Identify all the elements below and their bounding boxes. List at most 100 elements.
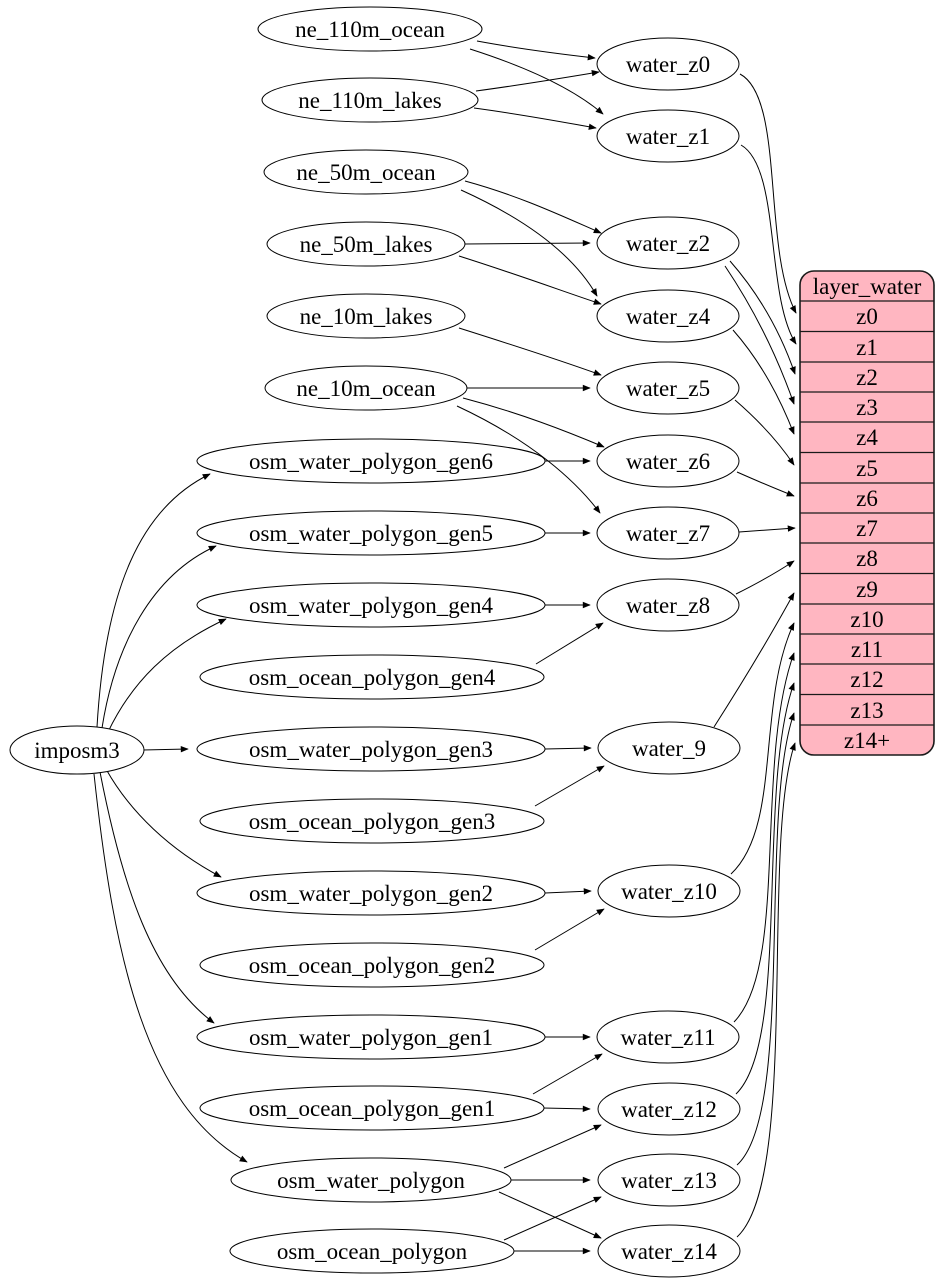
edge-imposm3-osm_water_polygon_gen2 <box>105 768 222 878</box>
node-label: water_z5 <box>626 376 710 401</box>
node-label: osm_ocean_polygon_gen4 <box>249 665 496 690</box>
node-water_z0: water_z0 <box>596 37 740 91</box>
node-ellipse <box>596 109 740 163</box>
node-ellipse <box>266 293 466 339</box>
edge-ne_110m_lakes-water_z0 <box>475 69 600 92</box>
node-label: water_z11 <box>621 1025 716 1050</box>
node-label: water_z10 <box>621 879 717 904</box>
node-ellipse <box>596 506 740 560</box>
node-label: ne_50m_lakes <box>300 232 433 257</box>
node-ne_50m_lakes: ne_50m_lakes <box>266 221 466 267</box>
edge-imposm3-osm_water_polygon_gen6 <box>96 473 211 728</box>
node-water_z13: water_z13 <box>597 1153 741 1207</box>
edge-water_z2-row-z3 <box>724 265 795 405</box>
node-label: water_z14 <box>621 1239 717 1264</box>
node-ellipse <box>597 864 741 918</box>
node-ellipse <box>196 870 546 916</box>
node-ellipse <box>266 221 466 267</box>
node-osm_water_polygon_gen1: osm_water_polygon_gen1 <box>196 1014 546 1060</box>
edge-water_z1-row-z1 <box>740 144 797 345</box>
edge-imposm3-osm_water_polygon <box>93 773 248 1163</box>
node-ne_110m_lakes: ne_110m_lakes <box>261 77 479 123</box>
node-label: ne_110m_ocean <box>295 17 445 42</box>
node-water_z6: water_z6 <box>596 434 740 488</box>
node-ellipse <box>199 942 545 988</box>
table-row-dividers <box>800 300 934 726</box>
edge-ne_50m_lakes-water_z4 <box>458 255 602 305</box>
node-ellipse <box>257 6 483 52</box>
node-label: osm_water_polygon_gen3 <box>249 737 493 762</box>
node-label: osm_ocean_polygon_gen1 <box>249 1096 496 1121</box>
table-row-z14: z14+ <box>844 728 890 753</box>
table-row-z10: z10 <box>850 607 883 632</box>
node-ne_50m_ocean: ne_50m_ocean <box>263 149 469 195</box>
edge-ne_50m_ocean-water_z2 <box>464 180 602 234</box>
table-row-z0: z0 <box>856 304 878 329</box>
node-ellipse <box>264 365 468 411</box>
node-osm_water_polygon_gen5: osm_water_polygon_gen5 <box>196 510 546 556</box>
node-label: imposm3 <box>34 738 120 763</box>
node-ellipse <box>196 1014 546 1060</box>
edge-osm_ocean_polygon_gen1-water_z12 <box>542 1105 591 1113</box>
node-label: water_z12 <box>621 1097 717 1122</box>
node-water_z9: water_9 <box>597 721 741 775</box>
table-row-z11: z11 <box>851 637 883 662</box>
node-label: water_z0 <box>626 52 710 77</box>
edge-ne_10m_lakes-water_z5 <box>458 327 602 376</box>
node-water_z7: water_z7 <box>596 506 740 560</box>
node-water_z14: water_z14 <box>597 1224 741 1278</box>
node-label: osm_water_polygon_gen6 <box>249 449 493 474</box>
node-label: water_z1 <box>626 124 710 149</box>
node-ellipse <box>597 1082 741 1136</box>
edge-water_z6-row-z6 <box>736 471 795 497</box>
node-label: osm_ocean_polygon <box>277 1239 468 1264</box>
edge-osm_water_polygon-water_z14 <box>498 1191 602 1239</box>
edge-water_z13-row-z13 <box>736 712 795 1166</box>
edge-ne_10m_ocean-water_z6 <box>462 397 605 448</box>
node-ellipse <box>196 510 546 556</box>
edge-osm_water_polygon-water_z12 <box>503 1124 602 1169</box>
edge-ne_50m_ocean-water_z4 <box>460 189 598 297</box>
node-ellipse <box>261 77 479 123</box>
edge-water_z7-row-z7 <box>738 525 796 533</box>
node-water_z11: water_z11 <box>596 1010 740 1064</box>
table-row-z3: z3 <box>856 395 878 420</box>
edge-osm_ocean_polygon_gen2-water_z10 <box>534 908 605 951</box>
edge-water_z9-row-z9 <box>713 592 795 728</box>
node-label: osm_water_polygon_gen4 <box>249 593 494 618</box>
edge-imposm3-osm_water_polygon_gen5 <box>101 545 217 729</box>
table-title: layer_water <box>813 274 922 299</box>
node-osm_ocean_polygon_gen3: osm_ocean_polygon_gen3 <box>199 798 545 844</box>
node-ellipse <box>596 434 740 488</box>
node-ellipse <box>229 1228 515 1274</box>
node-ellipse <box>199 1085 545 1131</box>
node-label: water_z2 <box>626 231 710 256</box>
edge-osm_ocean_polygon-water_z13 <box>503 1196 602 1241</box>
node-ne_10m_lakes: ne_10m_lakes <box>266 293 466 339</box>
node-ellipse <box>263 149 469 195</box>
node-label: water_9 <box>632 736 706 761</box>
edge-osm_ocean_polygon_gen3-water_z9 <box>534 765 605 807</box>
node-ellipse <box>9 725 145 775</box>
node-label: osm_ocean_polygon_gen2 <box>249 953 496 978</box>
node-ellipse <box>596 216 740 270</box>
node-label: water_z13 <box>621 1168 717 1193</box>
node-label: ne_50m_ocean <box>296 160 436 185</box>
edge-ne_110m_ocean-water_z1 <box>469 48 604 115</box>
edge-imposm3-osm_water_polygon_gen4 <box>107 618 227 733</box>
edge-ne_110m_lakes-water_z1 <box>473 107 597 130</box>
node-imposm3: imposm3 <box>9 725 145 775</box>
node-ellipse <box>199 798 545 844</box>
edge-water_z14-row-z14 <box>736 742 796 1238</box>
node-ellipse <box>196 726 546 772</box>
node-label: ne_10m_lakes <box>300 304 433 329</box>
edge-water_z11-row-z11 <box>733 652 795 1023</box>
edge-osm_water_polygon_gen3-water_z9 <box>544 744 592 752</box>
node-label: osm_water_polygon <box>277 1168 465 1193</box>
node-label: water_z7 <box>626 521 710 546</box>
table-row-z5: z5 <box>856 456 878 481</box>
node-ellipse <box>230 1157 512 1203</box>
node-osm_ocean_polygon_gen2: osm_ocean_polygon_gen2 <box>199 942 545 988</box>
